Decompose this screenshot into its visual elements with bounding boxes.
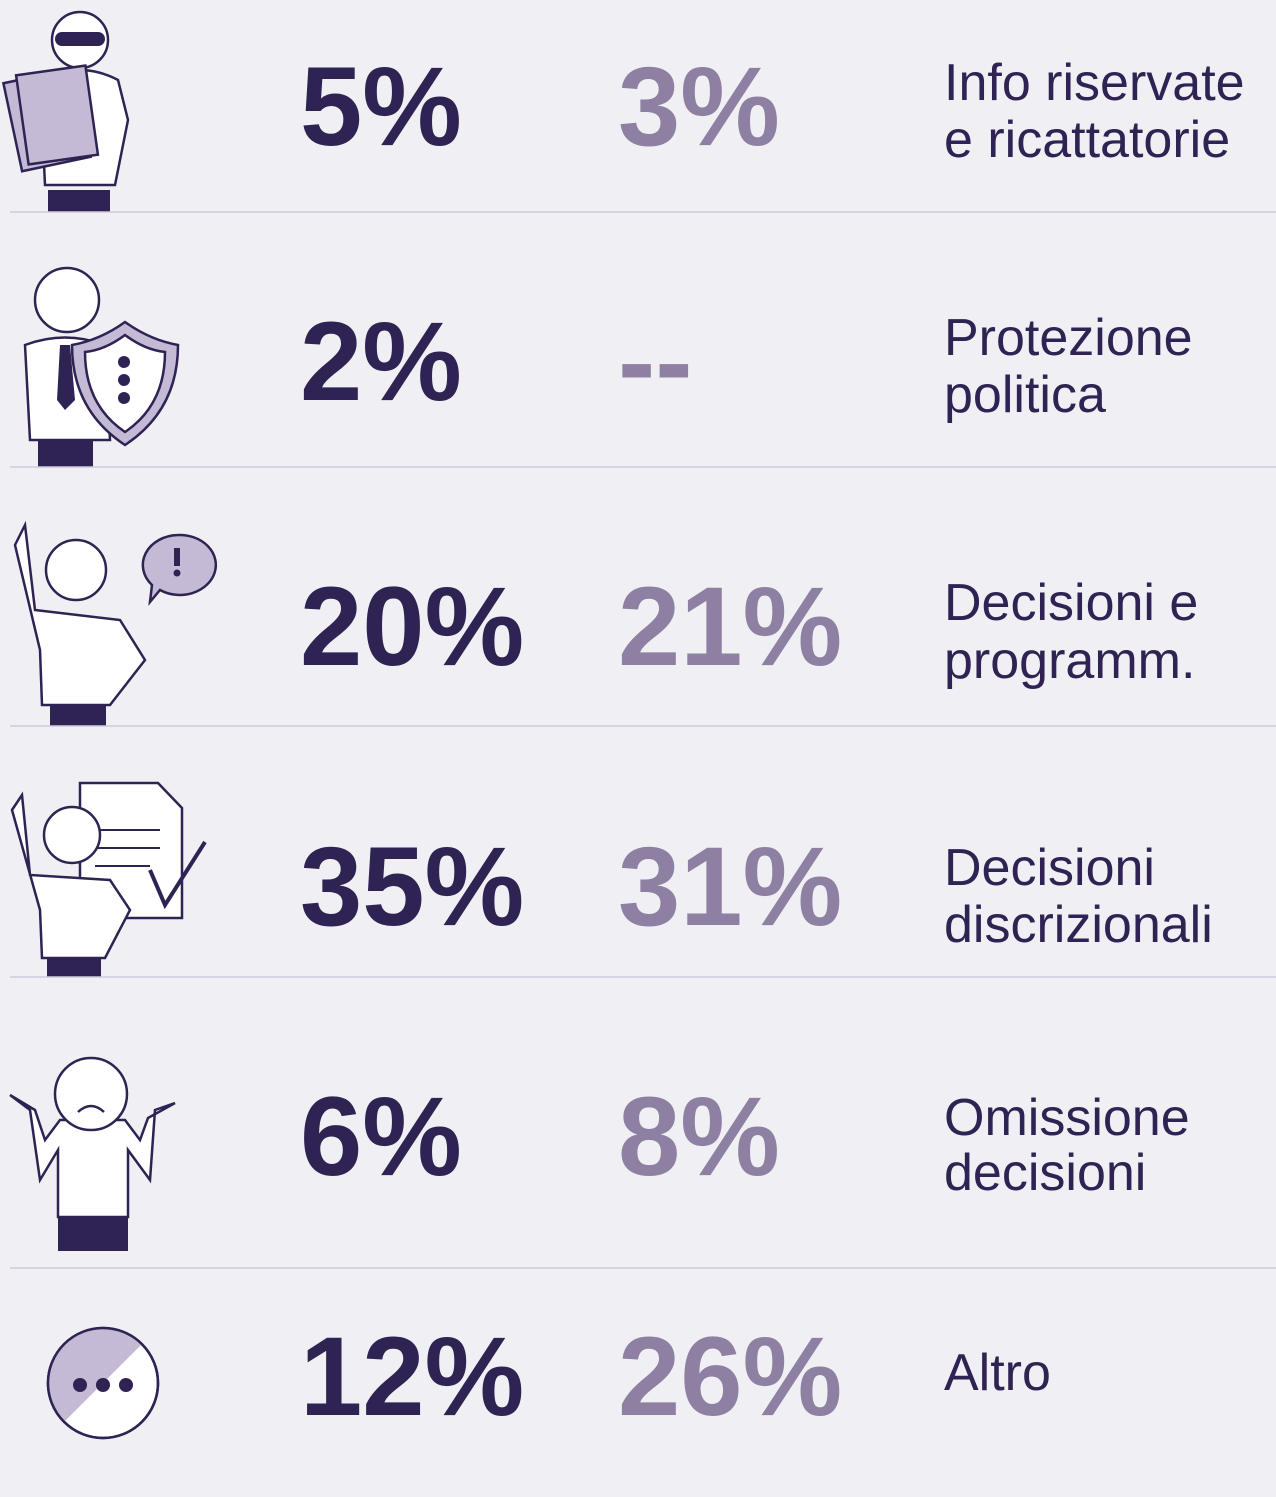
row-label: decisioni [944, 1144, 1146, 1202]
row-label: Altro [944, 1344, 1051, 1402]
icon-discretionary [10, 781, 207, 977]
value-previous: 26% [618, 1314, 842, 1439]
row-label: Decisioni e [944, 574, 1198, 632]
value-current: 20% [300, 564, 524, 689]
value-current: 12% [300, 1314, 524, 1439]
row-label: e ricattatorie [944, 111, 1230, 169]
value-current: 5% [300, 44, 462, 169]
value-previous: 21% [618, 564, 842, 689]
icon-decisions [13, 520, 218, 726]
value-previous: -- [618, 299, 693, 424]
icon-omission [9, 1056, 176, 1251]
row-label: politica [944, 366, 1106, 424]
value-current: 6% [300, 1074, 462, 1199]
row-label: Protezione [944, 309, 1193, 367]
row-label: Decisioni [944, 839, 1155, 897]
value-previous: 3% [618, 44, 780, 169]
value-previous: 31% [618, 824, 842, 949]
row-label: Omissione [944, 1089, 1190, 1147]
row-label: programm. [944, 632, 1195, 690]
row-label: Info riservate [944, 54, 1245, 112]
icon-blackmail [1, 10, 130, 212]
value-current: 2% [300, 299, 462, 424]
value-previous: 8% [618, 1074, 780, 1199]
icon-other [46, 1326, 160, 1440]
icon-protection [23, 266, 180, 467]
row-label: discrizionali [944, 896, 1213, 954]
value-current: 35% [300, 824, 524, 949]
